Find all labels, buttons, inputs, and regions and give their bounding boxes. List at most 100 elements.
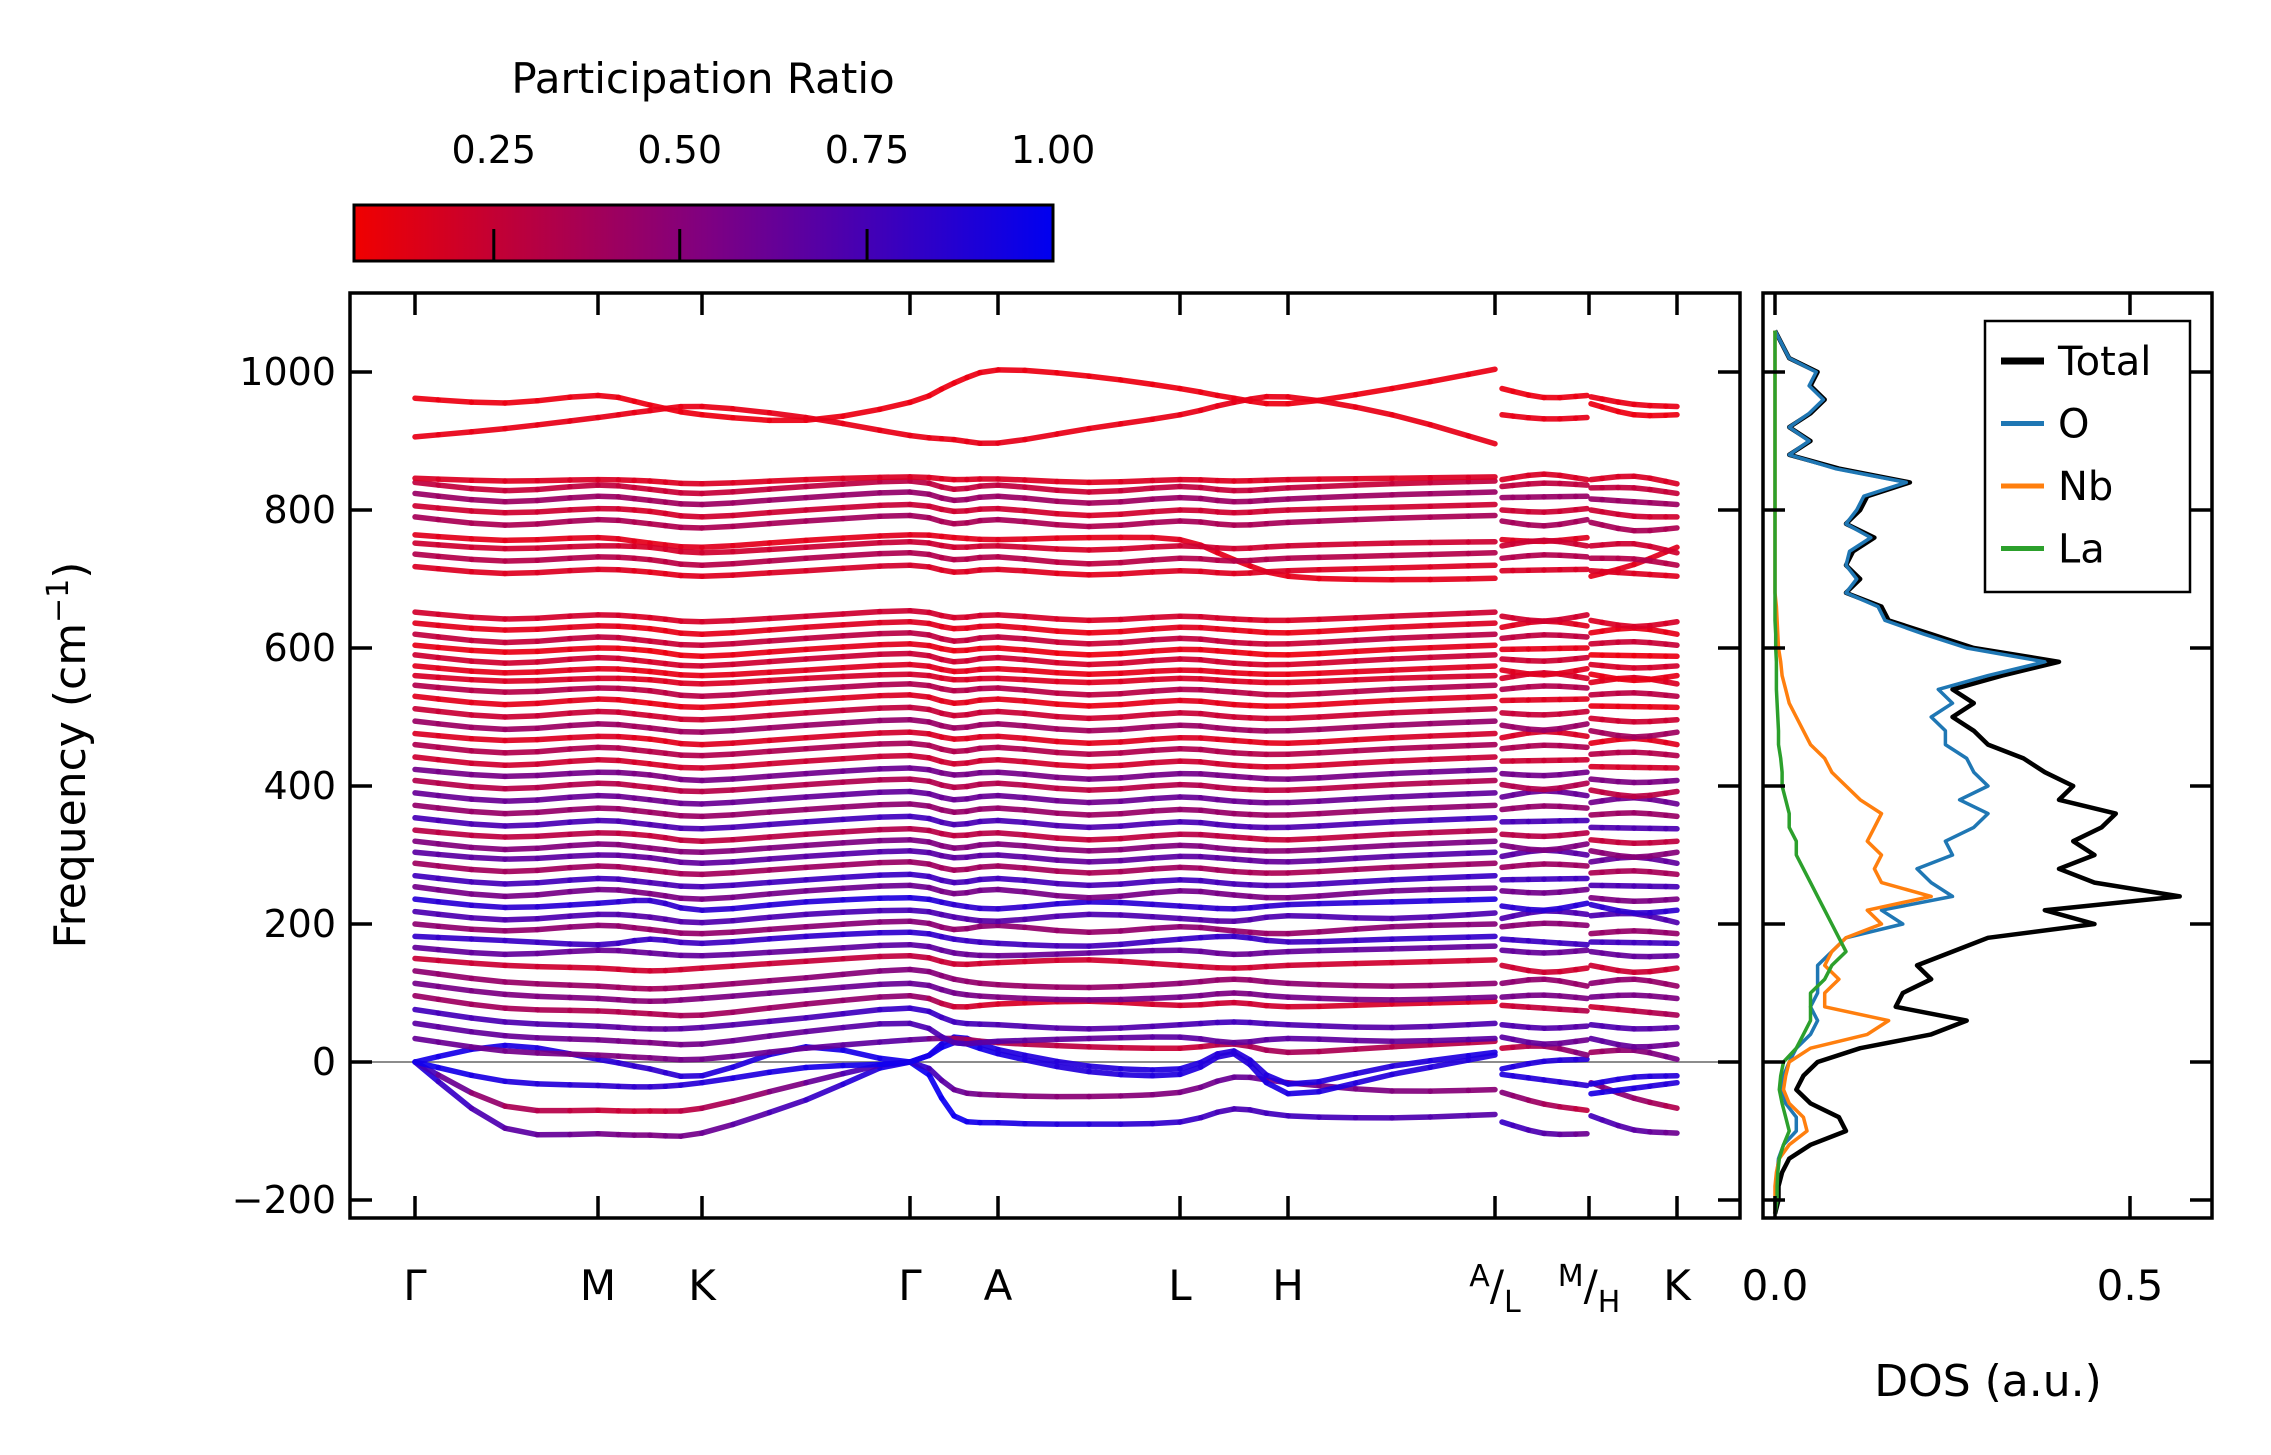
frequency-tick-label: 200 [263, 902, 336, 946]
phonon-band [1499, 493, 1590, 501]
band-segment [803, 984, 846, 993]
band-segment [840, 907, 883, 915]
band-segment [699, 1064, 736, 1079]
colorbar-ticks [492, 229, 869, 261]
dos-axis-label: DOS (a.u.) [1874, 1356, 2102, 1407]
band-segment [1316, 821, 1359, 829]
band-segment [1465, 575, 1498, 582]
band-segment [1285, 701, 1322, 709]
band-segment [1389, 756, 1433, 764]
band-segment [1389, 644, 1433, 653]
band-segment [1117, 1066, 1156, 1073]
band-segment [1054, 726, 1092, 734]
band-segment [840, 619, 883, 628]
band-segment [840, 1061, 883, 1069]
band-segment [1149, 914, 1183, 922]
band-segment [1214, 700, 1237, 708]
band-segment [412, 490, 441, 499]
band-segment [1117, 747, 1156, 756]
colorbar-gradient [352, 203, 1055, 263]
band-segment [1573, 673, 1590, 682]
band-segment [1427, 755, 1472, 763]
band-segment [699, 751, 736, 759]
band-segment [595, 886, 622, 893]
band-segment [1285, 893, 1322, 901]
band-segment [678, 630, 705, 637]
phonon-bands [412, 366, 1680, 1139]
band-segment [1117, 1044, 1156, 1052]
band-segment [502, 797, 541, 804]
band-segment [1117, 416, 1156, 427]
band-segment [699, 812, 736, 820]
band-segment [699, 847, 736, 855]
band-segment [1389, 720, 1433, 729]
band-segment [1663, 739, 1680, 748]
band-segment [1427, 731, 1472, 739]
band-segment [766, 1079, 809, 1095]
band-segment [907, 478, 932, 486]
phonon-band [412, 607, 1498, 625]
band-segment [995, 792, 1028, 801]
band-segment [1427, 850, 1472, 858]
band-segment [1022, 495, 1060, 505]
band-segment [678, 939, 705, 947]
band-segment [435, 957, 475, 966]
band-segment [1389, 769, 1433, 777]
band-segment [567, 1007, 601, 1014]
band-segment [1389, 696, 1433, 704]
band-segment [1214, 772, 1237, 780]
band-segment [1117, 833, 1156, 842]
band-segment [412, 814, 441, 824]
band-segment [1214, 999, 1237, 1007]
band-segment [1316, 890, 1359, 899]
band-segment [1117, 724, 1156, 733]
band-segment [468, 854, 508, 862]
band-segment [412, 1006, 441, 1016]
band-segment [1352, 385, 1395, 398]
band-segment [907, 661, 932, 670]
band-segment [502, 521, 541, 528]
band-segment [1086, 701, 1124, 709]
band-segment [1022, 913, 1060, 923]
band-segment [1149, 534, 1183, 543]
band-segment [534, 722, 573, 731]
band-segment [502, 904, 541, 911]
phonon-band [1499, 780, 1590, 793]
band-segment [1149, 842, 1183, 850]
band-segment [1352, 515, 1395, 523]
band-segment [877, 859, 913, 866]
band-segment [1427, 828, 1472, 836]
band-segment [877, 729, 913, 736]
band-segment [534, 635, 573, 645]
band-segment [1177, 978, 1204, 987]
band-segment [468, 1029, 508, 1039]
band-segment [803, 885, 846, 894]
band-segment [412, 620, 441, 629]
phonon-band [1588, 1079, 1680, 1097]
band-segment [1427, 778, 1472, 786]
band-segment [877, 692, 913, 699]
band-segment [730, 497, 773, 506]
band-segment [468, 496, 508, 505]
band-segment [678, 543, 705, 551]
band-segment [502, 991, 541, 1000]
band-segment [1316, 844, 1359, 853]
band-segment [412, 718, 441, 727]
band-segment [1086, 639, 1124, 647]
band-segment [1214, 867, 1237, 875]
band-segment [1197, 735, 1221, 742]
band-segment [1427, 694, 1472, 702]
band-segment [1285, 650, 1322, 658]
band-segment [1149, 781, 1183, 789]
band-segment [1316, 855, 1359, 864]
phonon-band [1499, 612, 1590, 624]
band-segment [1197, 977, 1221, 985]
band-segment [1573, 621, 1590, 629]
band-segment [1054, 1042, 1092, 1050]
band-segment [730, 1018, 773, 1028]
band-segment [877, 619, 913, 626]
band-segment [1573, 392, 1590, 400]
band-segment [995, 1021, 1028, 1030]
band-segment [1573, 475, 1590, 483]
band-segment [977, 516, 1001, 524]
